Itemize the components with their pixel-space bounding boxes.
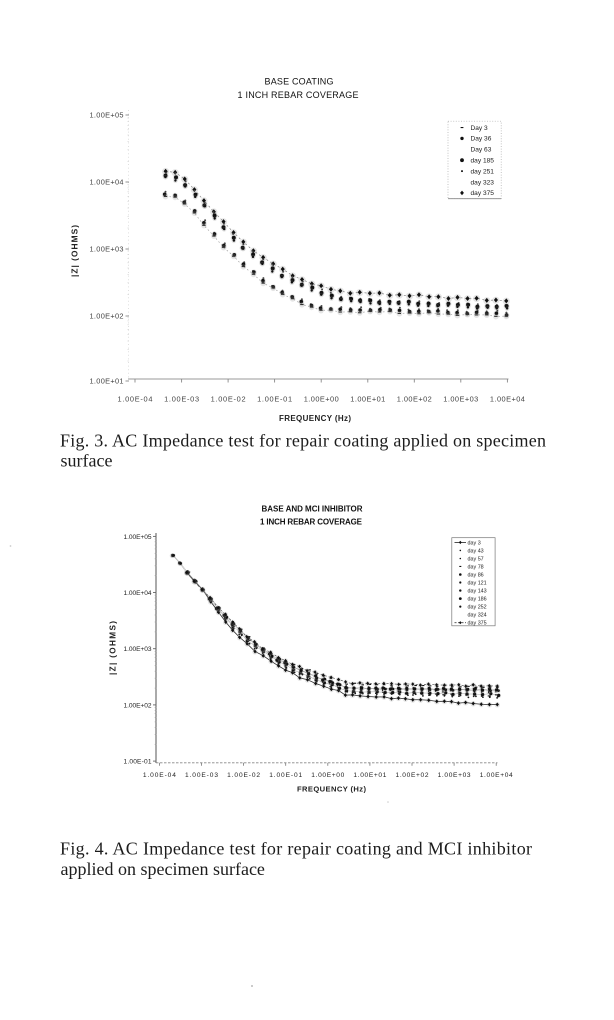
svg-text:day 375: day 375: [468, 621, 487, 627]
svg-text:1.00E+03: 1.00E+03: [443, 395, 478, 404]
svg-text:1.00E+03: 1.00E+03: [90, 245, 124, 254]
svg-text:day 375: day 375: [471, 190, 495, 197]
svg-text:1.00E-02: 1.00E-02: [227, 772, 260, 779]
svg-text:Day 63: Day 63: [471, 147, 492, 154]
svg-text:|Z| (OHMS): |Z| (OHMS): [70, 225, 80, 277]
svg-text:1.00E+02: 1.00E+02: [397, 395, 432, 404]
svg-text:1.00E+04: 1.00E+04: [124, 590, 152, 597]
svg-text:day 252: day 252: [468, 605, 487, 611]
svg-text:1.00E+02: 1.00E+02: [124, 702, 152, 709]
svg-text:Fig. 3. AC Impedance test for: Fig. 3. AC Impedance test for repair coa…: [60, 431, 546, 451]
svg-text:|Z| (OHMS): |Z| (OHMS): [109, 621, 118, 675]
svg-text:1.00E-03: 1.00E-03: [185, 772, 218, 779]
svg-text:day 78: day 78: [468, 564, 484, 570]
svg-text:1.00E+01: 1.00E+01: [353, 772, 386, 779]
svg-text:1.00E+04: 1.00E+04: [480, 772, 513, 779]
svg-text:day 185: day 185: [471, 158, 495, 165]
svg-text:applied on specimen surface: applied on specimen surface: [61, 859, 265, 879]
svg-text:day 186: day 186: [468, 597, 487, 603]
svg-text:BASE AND MCI INHIBITOR: BASE AND MCI INHIBITOR: [262, 505, 363, 514]
svg-text:1.00E+00: 1.00E+00: [311, 772, 344, 779]
svg-text:1.00E+03: 1.00E+03: [124, 646, 152, 653]
svg-text:Day 3: Day 3: [471, 125, 489, 132]
svg-text:1.00E-01: 1.00E-01: [257, 395, 292, 404]
svg-text:day 143: day 143: [468, 589, 487, 595]
svg-text:day 324: day 324: [468, 613, 487, 619]
svg-text:day 251: day 251: [471, 168, 495, 175]
svg-text:1.00E+02: 1.00E+02: [396, 772, 429, 779]
svg-text:surface: surface: [61, 451, 113, 471]
svg-text:1 INCH REBAR COVERAGE: 1 INCH REBAR COVERAGE: [238, 90, 359, 100]
svg-text:1.00E+03: 1.00E+03: [438, 772, 471, 779]
svg-text:1.00E-01: 1.00E-01: [269, 772, 302, 779]
svg-text:day 121: day 121: [468, 580, 487, 586]
svg-text:1.00E+05: 1.00E+05: [124, 534, 152, 541]
svg-text:day 86: day 86: [468, 572, 484, 578]
svg-text:1.00E+01: 1.00E+01: [90, 377, 124, 386]
svg-text:1.00E+04: 1.00E+04: [90, 178, 124, 187]
svg-text:day 43: day 43: [468, 548, 484, 554]
svg-text:1.00E-01: 1.00E-01: [124, 759, 152, 766]
svg-text:1.00E-04: 1.00E-04: [143, 772, 176, 779]
svg-text:day 57: day 57: [468, 556, 484, 562]
svg-text:1.00E-02: 1.00E-02: [211, 395, 246, 404]
svg-text:1.00E+05: 1.00E+05: [90, 111, 124, 120]
svg-text:1.00E+04: 1.00E+04: [490, 395, 525, 404]
svg-text:1 INCH REBAR COVERAGE: 1 INCH REBAR COVERAGE: [260, 518, 363, 527]
svg-text:Fig. 4. AC Impedance test for: Fig. 4. AC Impedance test for repair coa…: [60, 839, 532, 859]
svg-text:BASE COATING: BASE COATING: [265, 77, 334, 87]
svg-text:FREQUENCY (Hz): FREQUENCY (Hz): [279, 414, 351, 423]
svg-text:day 323: day 323: [471, 179, 495, 186]
svg-text:FREQUENCY (Hz): FREQUENCY (Hz): [297, 785, 366, 794]
svg-text:Day 36: Day 36: [471, 136, 492, 143]
svg-text:1.00E+00: 1.00E+00: [304, 395, 339, 404]
svg-text:1.00E+01: 1.00E+01: [350, 395, 385, 404]
svg-text:1.00E-04: 1.00E-04: [118, 395, 153, 404]
svg-text:1.00E+02: 1.00E+02: [90, 312, 124, 321]
svg-text:day 3: day 3: [468, 540, 481, 546]
svg-text:1.00E-03: 1.00E-03: [164, 395, 199, 404]
